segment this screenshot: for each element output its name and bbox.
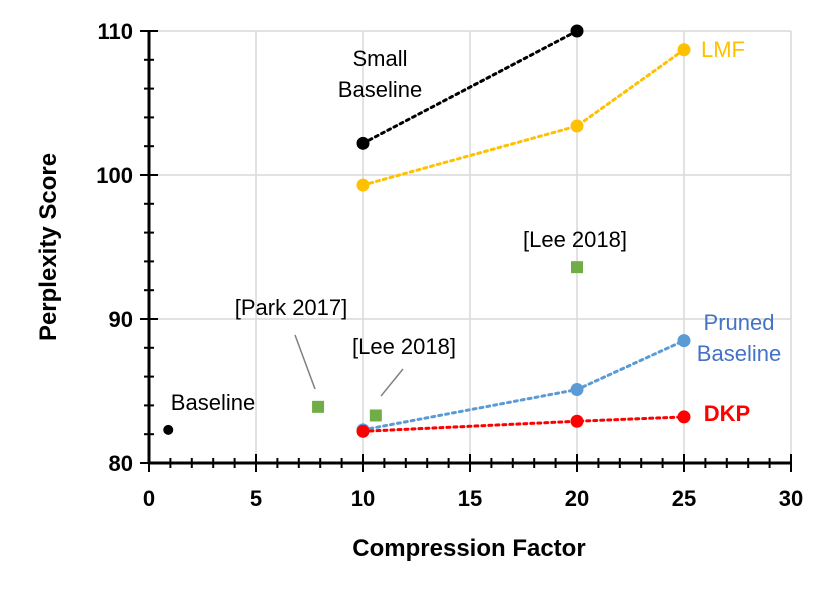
data-point-small-baseline (570, 24, 584, 38)
data-point-lee-2018-20x (571, 261, 583, 274)
annotations: Small Baseline LMF Pruned Baseline DKP Baselin… (171, 37, 781, 426)
grid-lines (149, 30, 792, 463)
annotation-label: Baseline (697, 341, 781, 366)
series-line-small-baseline (361, 29, 579, 145)
data-point-baseline (163, 424, 174, 435)
annotation-label: [Lee 2018] (523, 227, 627, 252)
data-point-dkp (677, 410, 691, 424)
x-tick-label: 10 (351, 486, 375, 511)
y-tick-label: 90 (109, 307, 133, 332)
annotation-label: DKP (704, 401, 750, 426)
data-point-park-2017 (312, 400, 325, 413)
y-axis-title: Perplexity Score (35, 153, 62, 341)
x-tick-label: 15 (458, 486, 482, 511)
annotation-label: Pruned (704, 310, 775, 335)
series-line-dkp (361, 415, 686, 433)
data-point-pruned-baseline (677, 334, 691, 348)
tick-labels: 0 5 10 15 20 25 30 80 90 100 110 (96, 19, 803, 511)
x-tick-label: 30 (779, 486, 803, 511)
leader-line-lee-2018 (380, 368, 404, 397)
x-tick-label: 0 (143, 486, 155, 511)
data-point-lee-2018-10x (369, 409, 382, 422)
data-point-lmf (570, 119, 584, 133)
annotation-label: LMF (701, 37, 745, 62)
x-tick-label: 25 (672, 486, 696, 511)
annotation-label: Baseline (338, 77, 422, 102)
x-tick-label: 5 (250, 486, 262, 511)
y-tick-label: 100 (96, 163, 133, 188)
data-point-small-baseline (356, 136, 370, 150)
y-tick-label: 80 (109, 451, 133, 476)
annotation-leaders (294, 334, 404, 397)
annotation-label: [Park 2017] (235, 295, 348, 320)
x-axis-title: Compression Factor (352, 535, 585, 562)
annotation-label: Baseline (171, 390, 255, 415)
annotation-label: Small (352, 46, 407, 71)
data-point-lmf (677, 43, 691, 57)
data-point-dkp (570, 414, 584, 428)
series-line-lmf (361, 48, 686, 187)
data-point-pruned-baseline (570, 383, 584, 397)
x-tick-label: 20 (565, 486, 589, 511)
leader-line-park-2017 (294, 334, 316, 390)
data-markers (163, 24, 691, 438)
axes (140, 30, 792, 472)
data-point-dkp (356, 424, 370, 438)
data-point-lmf (356, 178, 370, 192)
annotation-label: [Lee 2018] (352, 334, 456, 359)
y-tick-label: 110 (98, 19, 134, 44)
